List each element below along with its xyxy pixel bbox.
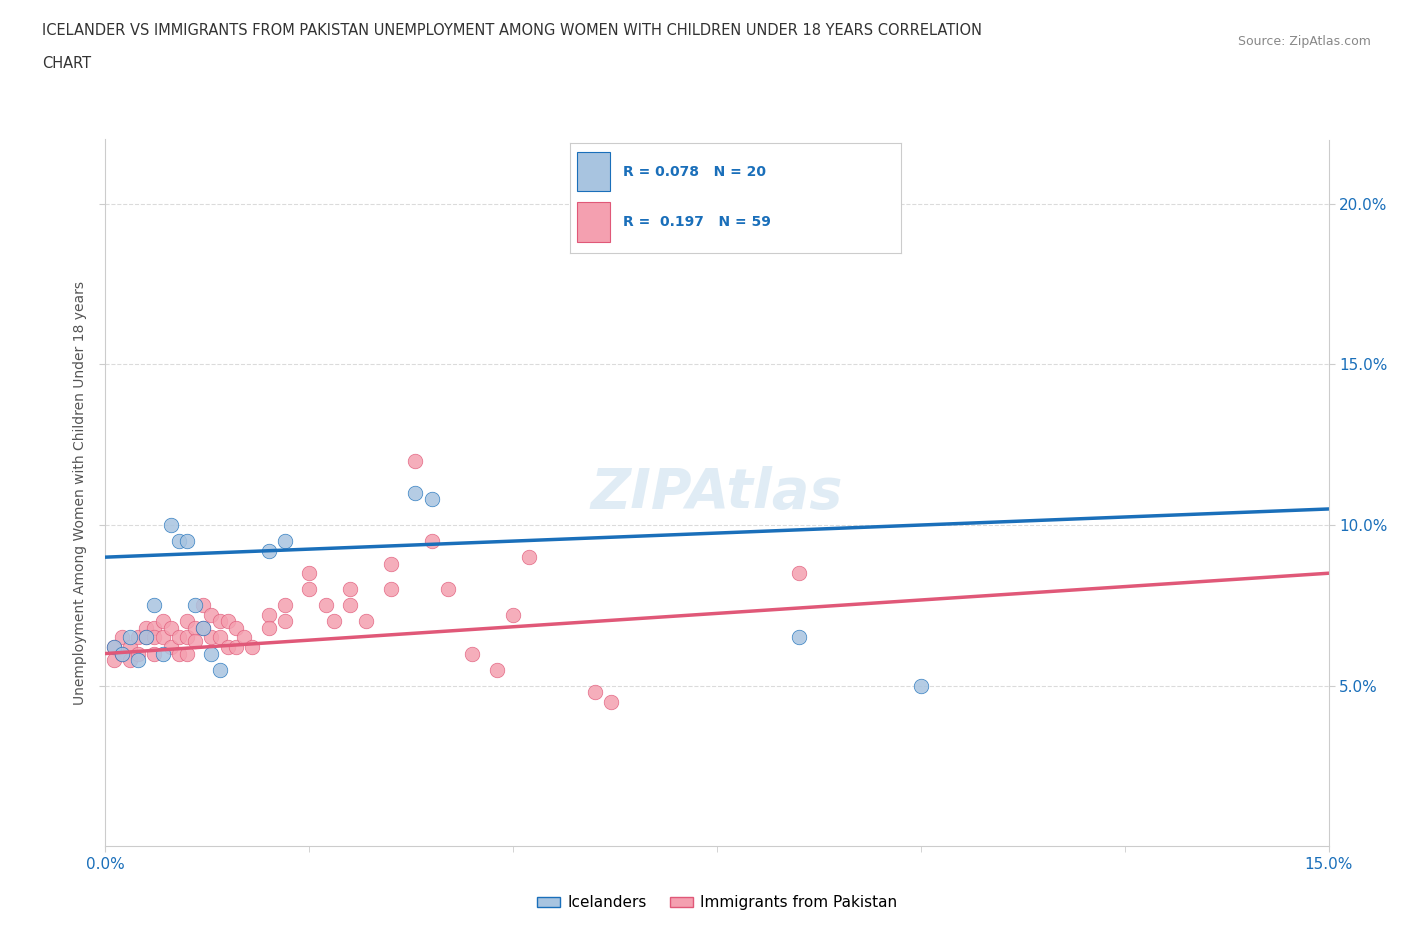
- Point: [208, 662, 231, 677]
- Point: [193, 620, 215, 635]
- Text: Source: ZipAtlas.com: Source: ZipAtlas.com: [1237, 35, 1371, 48]
- Point: [167, 646, 190, 661]
- Point: [787, 630, 810, 644]
- Point: [127, 653, 149, 668]
- Point: [143, 598, 166, 613]
- Text: R = 0.078   N = 20: R = 0.078 N = 20: [623, 165, 766, 179]
- Point: [437, 582, 460, 597]
- Point: [159, 620, 181, 635]
- Point: [315, 598, 337, 613]
- Point: [217, 614, 239, 629]
- Point: [143, 646, 166, 661]
- Point: [143, 620, 166, 635]
- Point: [380, 556, 402, 571]
- Point: [404, 485, 426, 500]
- Point: [176, 534, 198, 549]
- Point: [404, 453, 426, 468]
- Point: [111, 646, 134, 661]
- Y-axis label: Unemployment Among Women with Children Under 18 years: Unemployment Among Women with Children U…: [73, 281, 87, 705]
- Point: [176, 630, 198, 644]
- Point: [176, 614, 198, 629]
- Point: [298, 582, 321, 597]
- Point: [274, 614, 297, 629]
- Point: [103, 640, 125, 655]
- Point: [200, 630, 222, 644]
- Point: [257, 607, 280, 622]
- Point: [298, 565, 321, 580]
- Point: [485, 662, 508, 677]
- Point: [225, 640, 247, 655]
- Point: [176, 646, 198, 661]
- Text: ZIPAtlas: ZIPAtlas: [591, 466, 844, 520]
- Point: [152, 630, 174, 644]
- Text: R =  0.197   N = 59: R = 0.197 N = 59: [623, 215, 770, 229]
- Point: [152, 614, 174, 629]
- Point: [127, 630, 149, 644]
- Point: [380, 582, 402, 597]
- Point: [461, 646, 484, 661]
- Text: CHART: CHART: [42, 56, 91, 71]
- Point: [135, 630, 157, 644]
- Point: [787, 565, 810, 580]
- Point: [519, 550, 541, 565]
- Point: [159, 640, 181, 655]
- Point: [225, 620, 247, 635]
- Point: [274, 598, 297, 613]
- Point: [184, 620, 207, 635]
- Point: [420, 492, 443, 507]
- Point: [208, 630, 231, 644]
- Point: [502, 607, 524, 622]
- Point: [274, 534, 297, 549]
- Point: [135, 620, 157, 635]
- Point: [167, 630, 190, 644]
- Point: [583, 684, 606, 699]
- Point: [257, 620, 280, 635]
- Point: [233, 630, 256, 644]
- Bar: [576, 152, 610, 192]
- Point: [193, 598, 215, 613]
- Point: [111, 630, 134, 644]
- Point: [322, 614, 344, 629]
- Point: [152, 646, 174, 661]
- Point: [420, 534, 443, 549]
- Point: [103, 640, 125, 655]
- Point: [184, 598, 207, 613]
- Point: [159, 518, 181, 533]
- Point: [339, 582, 361, 597]
- Point: [111, 646, 134, 661]
- Point: [103, 653, 125, 668]
- Point: [217, 640, 239, 655]
- Point: [135, 630, 157, 644]
- Point: [118, 630, 141, 644]
- Point: [356, 614, 378, 629]
- Point: [193, 620, 215, 635]
- Bar: [576, 202, 610, 242]
- Point: [240, 640, 263, 655]
- Point: [339, 598, 361, 613]
- Point: [118, 653, 141, 668]
- Point: [184, 633, 207, 648]
- Point: [910, 678, 932, 693]
- Point: [200, 607, 222, 622]
- Point: [143, 630, 166, 644]
- Legend: Icelanders, Immigrants from Pakistan: Icelanders, Immigrants from Pakistan: [530, 889, 904, 916]
- Point: [208, 614, 231, 629]
- Point: [200, 646, 222, 661]
- Point: [257, 543, 280, 558]
- Point: [167, 534, 190, 549]
- Point: [127, 646, 149, 661]
- Text: ICELANDER VS IMMIGRANTS FROM PAKISTAN UNEMPLOYMENT AMONG WOMEN WITH CHILDREN UND: ICELANDER VS IMMIGRANTS FROM PAKISTAN UN…: [42, 23, 983, 38]
- Point: [118, 640, 141, 655]
- Point: [600, 695, 623, 710]
